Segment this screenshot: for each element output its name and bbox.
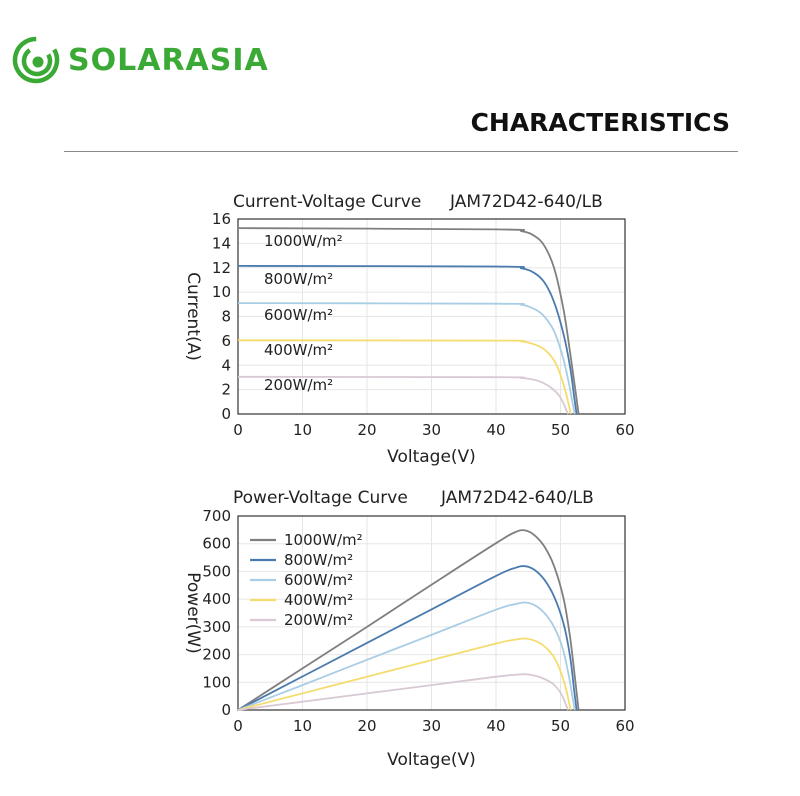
y-tick-label: 12 — [212, 259, 231, 277]
brand-logo: SOLARASIA — [12, 36, 269, 84]
y-tick-label: 100 — [202, 673, 231, 691]
brand-name: SOLARASIA — [68, 42, 269, 78]
x-tick-label: 20 — [357, 421, 376, 439]
y-tick-label: 16 — [212, 210, 231, 228]
x-tick-label: 50 — [551, 717, 570, 735]
legend-label: 1000W/m² — [284, 531, 363, 549]
x-tick-label: 40 — [486, 421, 505, 439]
y-tick-label: 14 — [212, 234, 231, 252]
series-line — [237, 339, 572, 415]
heading-divider — [64, 151, 738, 152]
y-tick-label: 2 — [221, 381, 231, 399]
series-line — [237, 375, 570, 415]
series-line — [237, 227, 580, 415]
series-line — [237, 565, 578, 711]
series-line — [237, 529, 580, 711]
y-axis-label: Current(A) — [183, 272, 203, 361]
curve-label: 600W/m² — [264, 306, 333, 324]
chart-title: Current-Voltage Curve — [233, 192, 421, 212]
x-tick-label: 0 — [233, 717, 243, 735]
y-tick-label: 700 — [202, 507, 231, 525]
y-tick-label: 4 — [221, 356, 231, 374]
y-tick-label: 600 — [202, 535, 231, 553]
x-tick-label: 60 — [615, 717, 634, 735]
chart-model-label: JAM72D42-640/LB — [449, 192, 603, 212]
legend-label: 600W/m² — [284, 571, 353, 589]
y-tick-label: 10 — [212, 283, 231, 301]
x-tick-label: 40 — [486, 717, 505, 735]
legend-label: 200W/m² — [284, 611, 353, 629]
series-line — [237, 673, 570, 711]
x-tick-label: 20 — [357, 717, 376, 735]
x-axis-label: Voltage(V) — [387, 447, 476, 467]
x-tick-label: 30 — [422, 717, 441, 735]
x-tick-label: 30 — [422, 421, 441, 439]
y-tick-label: 8 — [221, 308, 231, 326]
x-axis-label: Voltage(V) — [387, 750, 476, 770]
series-line — [237, 265, 578, 415]
plot-frame — [237, 515, 626, 711]
chart-title: Power-Voltage Curve — [233, 488, 408, 508]
y-tick-label: 500 — [202, 562, 231, 580]
curve-label: 1000W/m² — [264, 232, 343, 250]
curve-label: 200W/m² — [264, 376, 333, 394]
y-axis-label: Power(W) — [183, 572, 203, 653]
x-tick-label: 50 — [551, 421, 570, 439]
series-line — [237, 637, 572, 711]
x-tick-label: 0 — [233, 421, 243, 439]
y-tick-label: 6 — [221, 332, 231, 350]
solarasia-logo-icon — [12, 36, 60, 84]
curve-label: 800W/m² — [264, 270, 333, 288]
page-heading: CHARACTERISTICS — [470, 108, 730, 137]
y-tick-label: 300 — [202, 618, 231, 636]
plot-frame — [237, 218, 626, 415]
legend-label: 400W/m² — [284, 591, 353, 609]
chart-model-label: JAM72D42-640/LB — [440, 488, 594, 508]
legend-label: 800W/m² — [284, 551, 353, 569]
x-tick-label: 10 — [293, 717, 312, 735]
y-tick-label: 400 — [202, 590, 231, 608]
curve-label: 400W/m² — [264, 341, 333, 359]
y-tick-label: 0 — [221, 405, 231, 423]
x-tick-label: 60 — [615, 421, 634, 439]
series-line — [237, 601, 576, 711]
x-tick-label: 10 — [293, 421, 312, 439]
y-tick-label: 0 — [221, 701, 231, 719]
series-line — [237, 302, 576, 415]
y-tick-label: 200 — [202, 646, 231, 664]
